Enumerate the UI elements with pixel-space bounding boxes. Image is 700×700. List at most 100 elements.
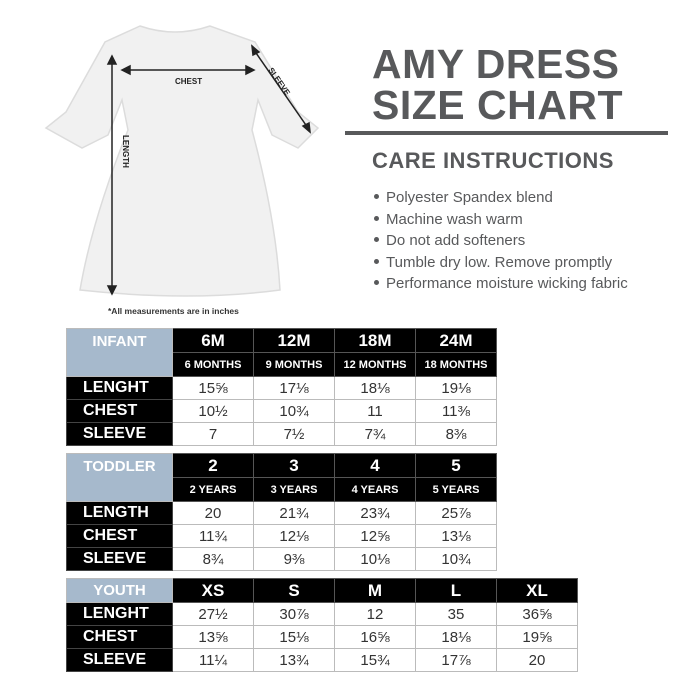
table-cell: 15⅛ — [253, 625, 335, 649]
bullet-icon — [374, 194, 379, 200]
care-item: Performance moisture wicking fabric — [372, 273, 628, 295]
table-cell: 15⅝ — [172, 376, 254, 400]
table-cell: 18⅛ — [415, 625, 497, 649]
dress-diagram: CHEST SLEEVE LENGTH — [44, 25, 320, 297]
dress-silhouette — [44, 25, 320, 297]
age-header: 5 YEARS — [415, 477, 497, 502]
size-header-row: TODDLER 2 3 4 5 — [66, 453, 497, 502]
size-header: 5 — [415, 453, 497, 478]
row-label: LENGHT — [66, 376, 173, 400]
row-label: SLEEVE — [66, 547, 173, 571]
table-cell: 12⅛ — [253, 524, 335, 548]
table-cell: 15¾ — [334, 648, 416, 672]
age-header: 18 MONTHS — [415, 352, 497, 377]
age-header-row: 2 YEARS 3 YEARS 4 YEARS 5 YEARS — [67, 477, 497, 502]
table-cell: 11¼ — [172, 648, 254, 672]
table-cell: 7 — [172, 422, 254, 446]
age-header-row: 6 MONTHS 9 MONTHS 12 MONTHS 18 MONTHS — [67, 352, 497, 377]
bullet-icon — [374, 280, 379, 286]
size-header: 18M — [334, 328, 416, 353]
care-list: Polyester Spandex blend Machine wash war… — [372, 187, 628, 295]
table-cell: 25⅞ — [415, 501, 497, 525]
row-label: CHEST — [66, 399, 173, 423]
row-label: SLEEVE — [66, 648, 173, 672]
size-header: 24M — [415, 328, 497, 353]
age-header: 2 YEARS — [172, 477, 254, 502]
length-label: LENGTH — [121, 135, 130, 168]
table-cell: 18⅛ — [334, 376, 416, 400]
table-cell: 30⅞ — [253, 602, 335, 626]
care-text: Polyester Spandex blend — [386, 189, 553, 206]
care-item: Tumble dry low. Remove promptly — [372, 252, 628, 274]
table-cell: 20 — [172, 501, 254, 525]
row-label: LENGHT — [66, 602, 173, 626]
table-cell: 9⅜ — [253, 547, 335, 571]
category-label: YOUTH — [66, 578, 173, 603]
age-header: 6 MONTHS — [172, 352, 254, 377]
size-header: 4 — [334, 453, 416, 478]
table-row: SLEEVE 8¾ 9⅜ 10⅛ 10¾ — [66, 547, 497, 571]
row-label: CHEST — [66, 524, 173, 548]
table-cell: 17⅛ — [253, 376, 335, 400]
care-text: Do not add softeners — [386, 232, 526, 249]
size-header: M — [334, 578, 416, 603]
table-cell: 35 — [415, 602, 497, 626]
table-cell: 13⅝ — [172, 625, 254, 649]
row-label: SLEEVE — [66, 422, 173, 446]
age-header: 12 MONTHS — [334, 352, 416, 377]
table-cell: 19⅝ — [496, 625, 578, 649]
care-text: Machine wash warm — [386, 210, 523, 228]
title-line-1: AMY DRESS — [372, 41, 620, 87]
table-row: LENGHT 27½ 30⅞ 12 35 36⅝ — [66, 602, 578, 626]
table-cell: 10½ — [172, 399, 254, 423]
size-header: XL — [496, 578, 578, 603]
measurement-note: *All measurements are in inches — [108, 306, 239, 316]
table-cell: 8⅜ — [415, 422, 497, 446]
table-cell: 7¾ — [334, 422, 416, 446]
sleeve-arrow — [251, 44, 311, 134]
table-row: CHEST 13⅝ 15⅛ 16⅝ 18⅛ 19⅝ — [66, 625, 578, 649]
bullet-icon — [374, 215, 379, 221]
size-header: L — [415, 578, 497, 603]
table-cell: 21¾ — [253, 501, 335, 525]
table-cell: 23¾ — [334, 501, 416, 525]
table-cell: 27½ — [172, 602, 254, 626]
size-header: 6M — [172, 328, 254, 353]
bullet-icon — [374, 237, 379, 243]
table-row: LENGHT 15⅝ 17⅛ 18⅛ 19⅛ — [66, 376, 497, 400]
table-cell: 10⅛ — [334, 547, 416, 571]
chest-arrow — [120, 64, 256, 76]
page-title: AMY DRESS SIZE CHART — [372, 44, 623, 126]
care-heading: CARE INSTRUCTIONS — [372, 148, 614, 173]
length-arrow — [106, 54, 118, 296]
title-line-2: SIZE CHART — [372, 82, 623, 128]
infant-size-table: INFANT 6M 12M 18M 24M 6 MONTHS 9 MONTHS 12 MONT… — [66, 328, 497, 446]
toddler-size-table: TODDLER 2 3 4 5 2 YEARS 3 YEARS 4 YEARS 5 YEARS L… — [66, 453, 497, 571]
size-header: 2 — [172, 453, 254, 478]
table-cell: 13¾ — [253, 648, 335, 672]
table-row: LENGTH 20 21¾ 23¾ 25⅞ — [66, 501, 497, 525]
table-cell: 12 — [334, 602, 416, 626]
table-row: SLEEVE 11¼ 13¾ 15¾ 17⅞ 20 — [66, 648, 578, 672]
age-header: 3 YEARS — [253, 477, 335, 502]
care-text: Tumble dry low. Remove promptly — [386, 253, 613, 271]
size-header-row: INFANT 6M 12M 18M 24M — [66, 328, 497, 377]
table-row: CHEST 10½ 10¾ 11 11⅜ — [66, 399, 497, 423]
bullet-icon — [374, 258, 379, 264]
row-label: LENGTH — [66, 501, 173, 525]
table-cell: 11¾ — [172, 524, 254, 548]
size-header: 3 — [253, 453, 335, 478]
table-cell: 13⅛ — [415, 524, 497, 548]
table-cell: 11 — [334, 399, 416, 423]
youth-size-table: YOUTH XS S M L XL LENGHT 27½ 30⅞ 12 35 36⅝ CHEST 13⅝ 1… — [66, 578, 578, 672]
table-row: CHEST 11¾ 12⅛ 12⅝ 13⅛ — [66, 524, 497, 548]
table-cell: 7½ — [253, 422, 335, 446]
category-label: TODDLER — [66, 453, 173, 502]
age-header: 9 MONTHS — [253, 352, 335, 377]
size-header: 12M — [253, 328, 335, 353]
size-header: XS — [172, 578, 254, 603]
chest-label: CHEST — [175, 77, 202, 86]
table-cell: 19⅛ — [415, 376, 497, 400]
table-cell: 16⅝ — [334, 625, 416, 649]
care-item: Machine wash warm — [372, 209, 628, 231]
